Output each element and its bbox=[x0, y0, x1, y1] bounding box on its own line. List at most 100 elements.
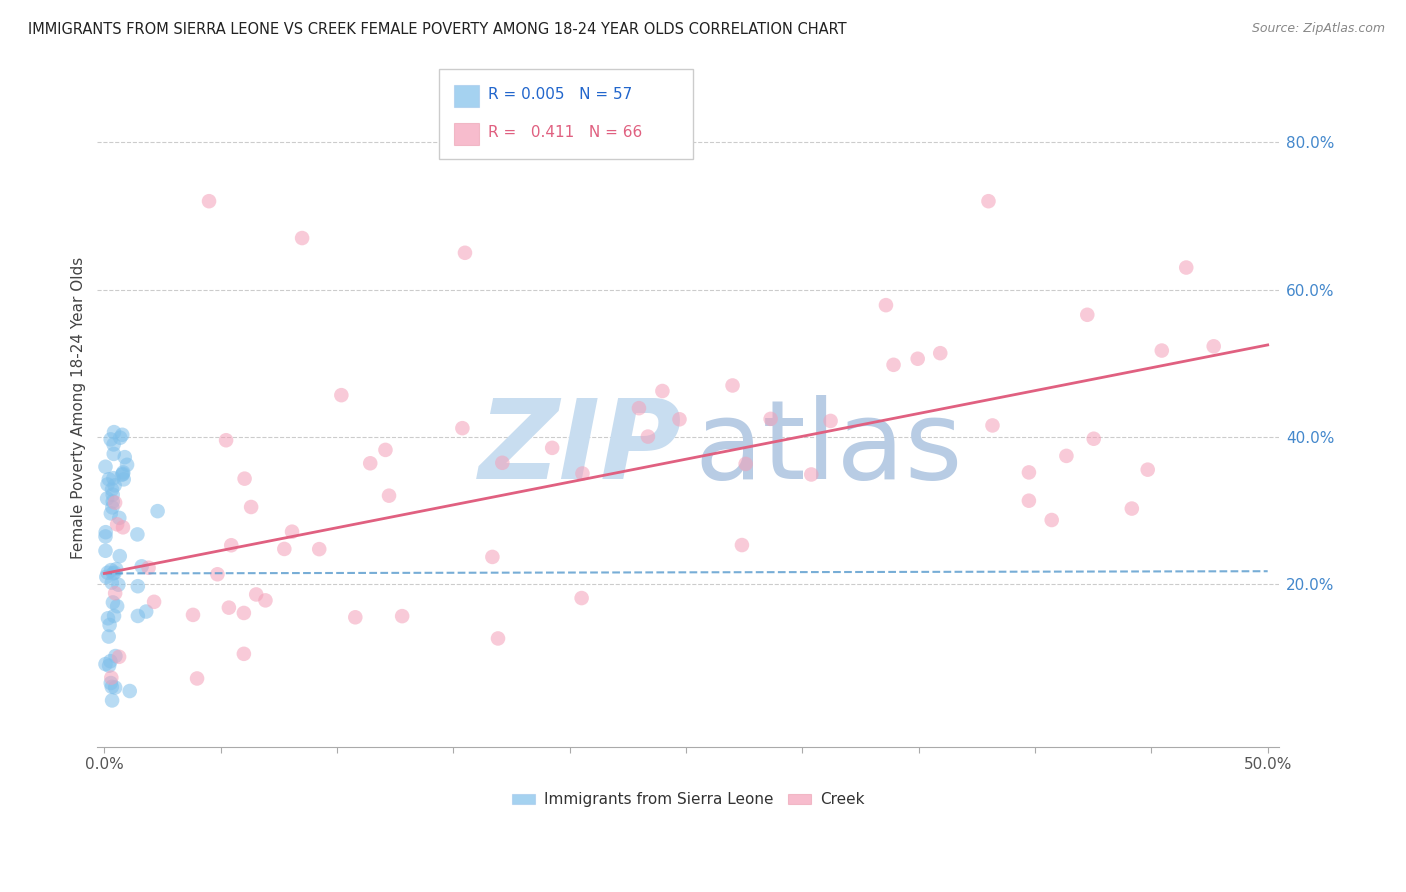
Point bbox=[146, 504, 169, 518]
Point bbox=[100, 563, 122, 577]
Point bbox=[105, 562, 128, 576]
Point bbox=[114, 450, 136, 464]
Point bbox=[96, 491, 118, 506]
Point bbox=[233, 472, 256, 486]
Point bbox=[97, 611, 120, 625]
Point bbox=[131, 559, 153, 574]
Point bbox=[731, 538, 754, 552]
Point bbox=[107, 578, 129, 592]
Point bbox=[101, 595, 124, 609]
Point bbox=[541, 441, 564, 455]
Point bbox=[981, 418, 1004, 433]
Point bbox=[219, 538, 242, 552]
Point bbox=[627, 401, 650, 416]
Point bbox=[105, 517, 128, 532]
Point bbox=[454, 245, 477, 260]
Point bbox=[97, 566, 120, 580]
Point bbox=[98, 658, 121, 673]
Point bbox=[1076, 308, 1098, 322]
Point bbox=[94, 529, 117, 543]
Point bbox=[111, 520, 134, 534]
Point bbox=[207, 567, 229, 582]
Point bbox=[100, 507, 122, 521]
Point bbox=[111, 427, 134, 442]
Point bbox=[94, 657, 117, 671]
Point bbox=[759, 412, 782, 426]
Point bbox=[883, 358, 905, 372]
Point bbox=[1121, 501, 1143, 516]
Point bbox=[721, 378, 744, 392]
Point bbox=[96, 570, 118, 584]
Point bbox=[108, 649, 131, 664]
Point bbox=[571, 467, 593, 481]
Point bbox=[571, 591, 593, 605]
Text: atlas: atlas bbox=[695, 395, 963, 502]
Point bbox=[637, 429, 659, 443]
Point bbox=[491, 456, 513, 470]
Point bbox=[1018, 466, 1040, 480]
Point bbox=[929, 346, 952, 360]
Point bbox=[359, 456, 381, 470]
Point bbox=[103, 608, 125, 623]
Point bbox=[181, 607, 204, 622]
Point bbox=[138, 560, 160, 574]
Point bbox=[281, 524, 304, 539]
Point bbox=[127, 527, 149, 541]
Point bbox=[378, 489, 401, 503]
Point bbox=[374, 442, 396, 457]
Point bbox=[111, 467, 134, 481]
Point bbox=[481, 549, 503, 564]
Point bbox=[104, 495, 127, 509]
Point bbox=[111, 467, 134, 482]
Point bbox=[245, 587, 267, 601]
Text: R = 0.005   N = 57: R = 0.005 N = 57 bbox=[488, 87, 633, 102]
Point bbox=[820, 414, 842, 428]
Point bbox=[135, 605, 157, 619]
Point bbox=[1040, 513, 1063, 527]
Point bbox=[101, 500, 124, 515]
Text: ZIP: ZIP bbox=[479, 395, 682, 502]
Point bbox=[118, 684, 141, 698]
Point bbox=[105, 599, 128, 614]
Point bbox=[651, 384, 673, 398]
Point bbox=[391, 609, 413, 624]
Point bbox=[100, 676, 122, 690]
Point bbox=[143, 595, 166, 609]
Point bbox=[103, 447, 125, 461]
Point bbox=[97, 630, 120, 644]
Point bbox=[112, 466, 135, 480]
Point bbox=[96, 477, 118, 491]
Point bbox=[127, 579, 149, 593]
Point bbox=[104, 566, 127, 580]
Point bbox=[103, 425, 125, 439]
Point bbox=[330, 388, 353, 402]
Point bbox=[100, 575, 122, 590]
Point bbox=[1136, 463, 1159, 477]
Point bbox=[1054, 449, 1077, 463]
Point bbox=[101, 483, 124, 497]
Y-axis label: Female Poverty Among 18-24 Year Olds: Female Poverty Among 18-24 Year Olds bbox=[72, 257, 86, 558]
Point bbox=[108, 549, 131, 563]
Point bbox=[94, 459, 117, 474]
Point bbox=[104, 681, 127, 695]
Point bbox=[103, 437, 125, 451]
Point bbox=[127, 609, 149, 624]
Point bbox=[101, 488, 124, 502]
Point bbox=[291, 231, 314, 245]
Point bbox=[486, 632, 509, 646]
Point bbox=[101, 494, 124, 508]
Point bbox=[100, 433, 122, 447]
Point bbox=[101, 680, 124, 694]
Text: IMMIGRANTS FROM SIERRA LEONE VS CREEK FEMALE POVERTY AMONG 18-24 YEAR OLDS CORRE: IMMIGRANTS FROM SIERRA LEONE VS CREEK FE… bbox=[28, 22, 846, 37]
Text: R =   0.411   N = 66: R = 0.411 N = 66 bbox=[488, 125, 643, 140]
Point bbox=[104, 478, 127, 492]
Point bbox=[97, 472, 120, 486]
Point bbox=[112, 472, 135, 486]
Point bbox=[232, 606, 254, 620]
Point bbox=[103, 471, 125, 485]
Point bbox=[115, 458, 138, 472]
Point bbox=[104, 648, 127, 663]
Point bbox=[254, 593, 277, 607]
Point bbox=[668, 412, 690, 426]
Text: Source: ZipAtlas.com: Source: ZipAtlas.com bbox=[1251, 22, 1385, 36]
